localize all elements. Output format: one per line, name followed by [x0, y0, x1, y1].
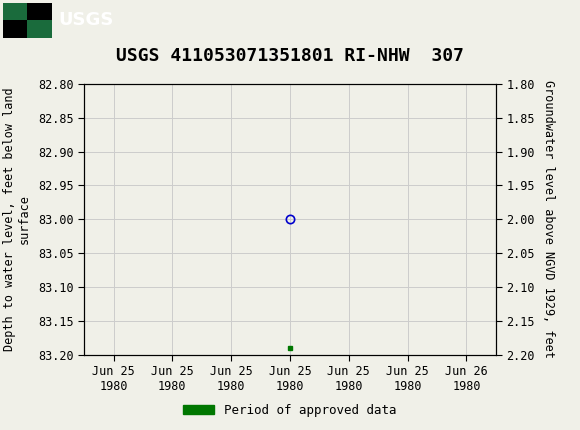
Bar: [3, 3, 52, 37]
Y-axis label: Groundwater level above NGVD 1929, feet: Groundwater level above NGVD 1929, feet: [542, 80, 554, 358]
Bar: [3, 20, 27, 37]
Text: USGS 411053071351801 RI-NHW  307: USGS 411053071351801 RI-NHW 307: [116, 47, 464, 65]
Bar: [3, 3, 27, 20]
Text: USGS: USGS: [58, 12, 113, 29]
Legend: Period of approved data: Period of approved data: [178, 399, 402, 421]
Bar: [27, 20, 52, 37]
Bar: [27, 3, 52, 20]
Y-axis label: Depth to water level, feet below land
surface: Depth to water level, feet below land su…: [3, 87, 31, 351]
